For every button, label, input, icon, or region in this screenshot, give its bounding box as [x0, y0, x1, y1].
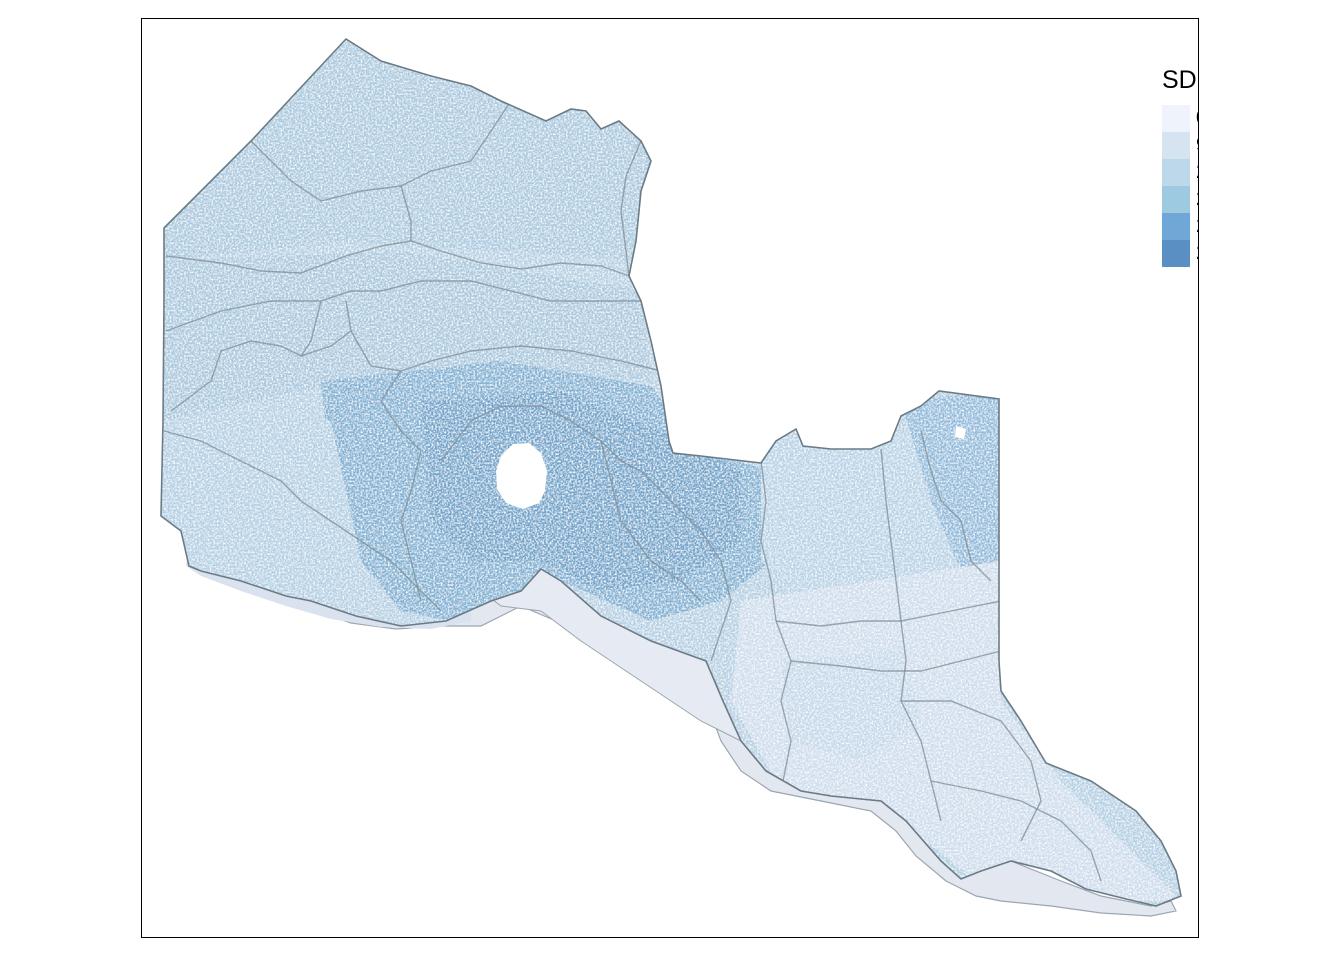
legend-title: SDD: [1162, 66, 1198, 94]
map-canvas: [160, 37, 1182, 917]
legend-item: 220 to 245: [1162, 186, 1198, 213]
legend-label: 220 to 245: [1196, 188, 1198, 211]
legend-label: 0 to 94: [1196, 107, 1198, 130]
sdd-raster: [161, 39, 1181, 906]
region-boundary: [160, 37, 1182, 907]
legend-swatch: [1162, 213, 1190, 240]
legend-label: 245 to 265: [1196, 215, 1198, 238]
legend: SDD 0 to 94 94 to 214 214 to 220 220 to 245…: [1162, 65, 1198, 267]
inland-lake: [496, 443, 547, 509]
legend-label: 265 to 297: [1196, 242, 1198, 265]
legend-item: 0 to 94: [1162, 105, 1198, 132]
legend-label: 214 to 220: [1196, 161, 1198, 184]
map-frame: SDD 0 to 94 94 to 214 214 to 220 220 to 245…: [141, 18, 1199, 938]
district-boundaries: [163, 100, 1102, 882]
legend-swatch: [1162, 240, 1190, 267]
legend-swatch: [1162, 159, 1190, 186]
legend-swatch: [1162, 186, 1190, 213]
legend-item: 214 to 220: [1162, 159, 1198, 186]
legend-item: 245 to 265: [1162, 213, 1198, 240]
legend-rows: 0 to 94 94 to 214 214 to 220 220 to 245 245 …: [1162, 105, 1198, 267]
legend-item: 94 to 214: [1162, 132, 1198, 159]
legend-swatch: [1162, 105, 1190, 132]
legend-label: 94 to 214: [1196, 134, 1198, 157]
legend-item: 265 to 297: [1162, 240, 1198, 267]
legend-swatch: [1162, 132, 1190, 159]
